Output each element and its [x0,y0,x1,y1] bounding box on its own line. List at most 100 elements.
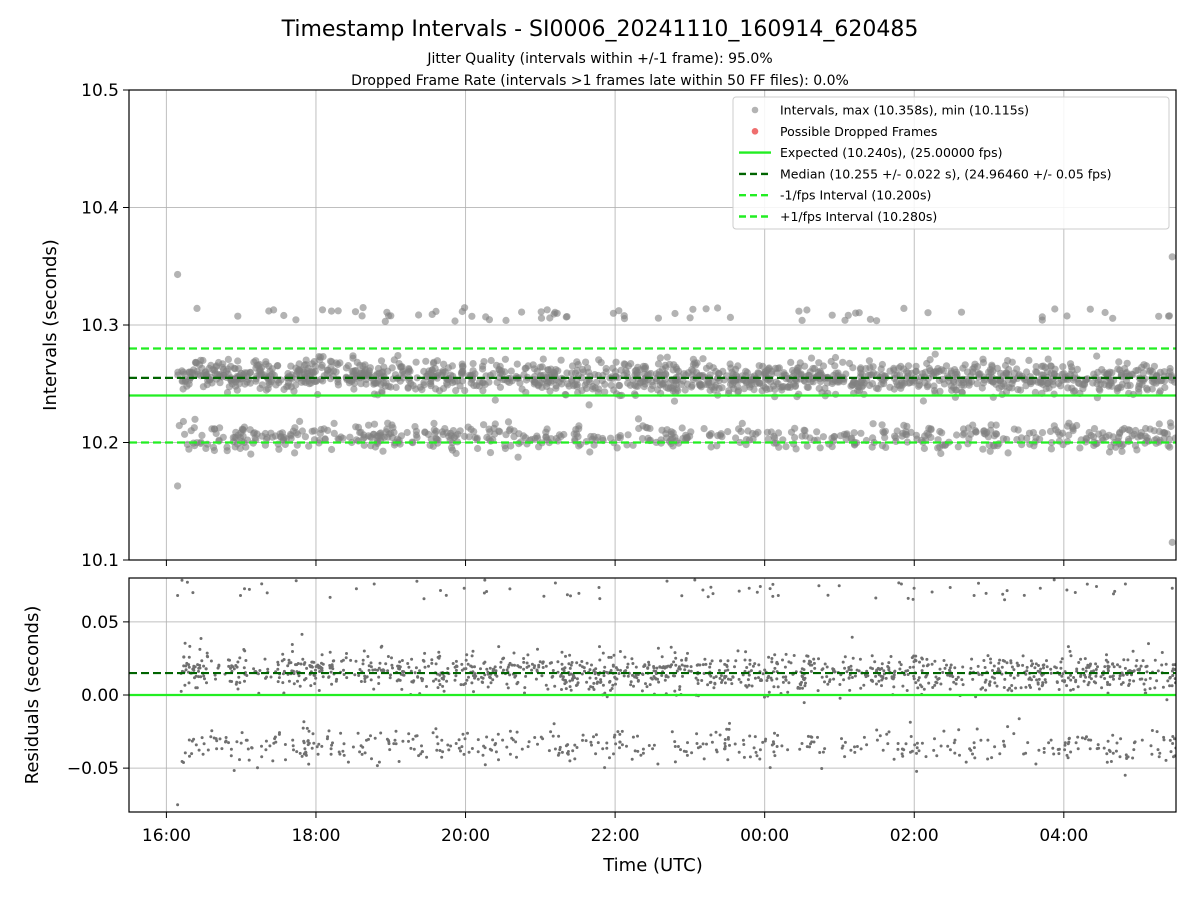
data-point [614,742,618,746]
data-point [336,359,344,367]
data-point [568,679,572,683]
data-point [1140,361,1148,369]
data-point [183,683,187,687]
data-point [1084,675,1088,679]
data-point [1031,662,1035,666]
data-point [605,746,609,750]
outlier-point [1001,592,1005,596]
data-point [360,752,364,756]
data-point [1066,742,1070,746]
data-point [339,731,343,735]
outlier-point [328,595,332,599]
data-point [968,747,972,751]
data-point [953,751,957,755]
data-point [376,432,384,440]
data-point [705,742,708,746]
data-point [1096,665,1099,669]
outlier-point [726,313,735,321]
outlier-point [1086,305,1094,313]
data-point [311,732,315,736]
data-point [1069,423,1077,431]
data-point [650,677,654,681]
data-point [329,670,333,674]
data-point [435,748,439,752]
data-point [1106,669,1110,673]
data-point [493,665,497,669]
data-point [287,658,291,662]
data-point [449,744,453,748]
data-point [1074,741,1078,745]
data-point [494,669,498,673]
data-point [618,732,622,736]
data-point [670,730,674,734]
data-point [291,744,295,748]
data-point [1108,675,1112,679]
data-point [215,747,219,751]
data-point [568,666,572,670]
data-point [400,370,408,378]
data-point [256,384,264,392]
data-point [592,735,595,739]
data-point [1024,751,1028,755]
data-point [986,738,990,742]
data-point [524,674,528,678]
data-point [192,668,196,672]
data-point [294,663,297,667]
data-point [1132,748,1136,752]
data-point [886,665,890,668]
data-point [951,371,959,379]
data-point [807,662,811,666]
data-point [912,362,920,370]
data-point [656,677,659,681]
data-point [947,382,955,390]
data-point [1115,741,1119,745]
data-point [741,738,745,742]
data-point [469,360,477,368]
data-point [801,377,809,385]
data-point [808,745,811,749]
data-point [410,680,414,684]
data-point [806,734,810,738]
data-point [568,685,572,689]
data-point [684,750,688,754]
data-point [1076,444,1084,452]
data-point [915,746,919,750]
data-point [1033,666,1037,670]
data-point [747,673,751,677]
data-point [1063,748,1067,752]
data-point [775,677,779,681]
data-point [585,680,589,684]
data-point [887,730,891,734]
data-point [246,747,250,751]
y-tick-label: −0.05 [67,759,119,779]
data-point [337,750,341,754]
data-point [939,744,943,748]
data-point [515,730,519,734]
data-point [507,663,511,667]
y-tick-label: 10.3 [81,316,119,336]
data-point [369,734,372,738]
data-point [238,656,242,660]
data-point [596,741,600,745]
data-point [670,397,679,405]
data-point [880,667,884,670]
data-point [687,428,695,436]
data-point [397,760,401,763]
data-point [987,682,991,686]
data-point [220,747,224,751]
data-point [223,388,232,397]
data-point [1039,380,1047,388]
data-point [719,659,723,663]
data-point [643,664,647,668]
data-point [507,442,515,450]
data-point [972,746,976,750]
outlier-point [234,312,242,320]
data-point [571,678,574,682]
data-point [995,684,999,688]
data-point [349,354,357,362]
data-point [309,684,313,688]
data-point [704,662,708,666]
data-point [848,688,852,692]
data-point [615,677,619,681]
data-point [702,672,706,675]
